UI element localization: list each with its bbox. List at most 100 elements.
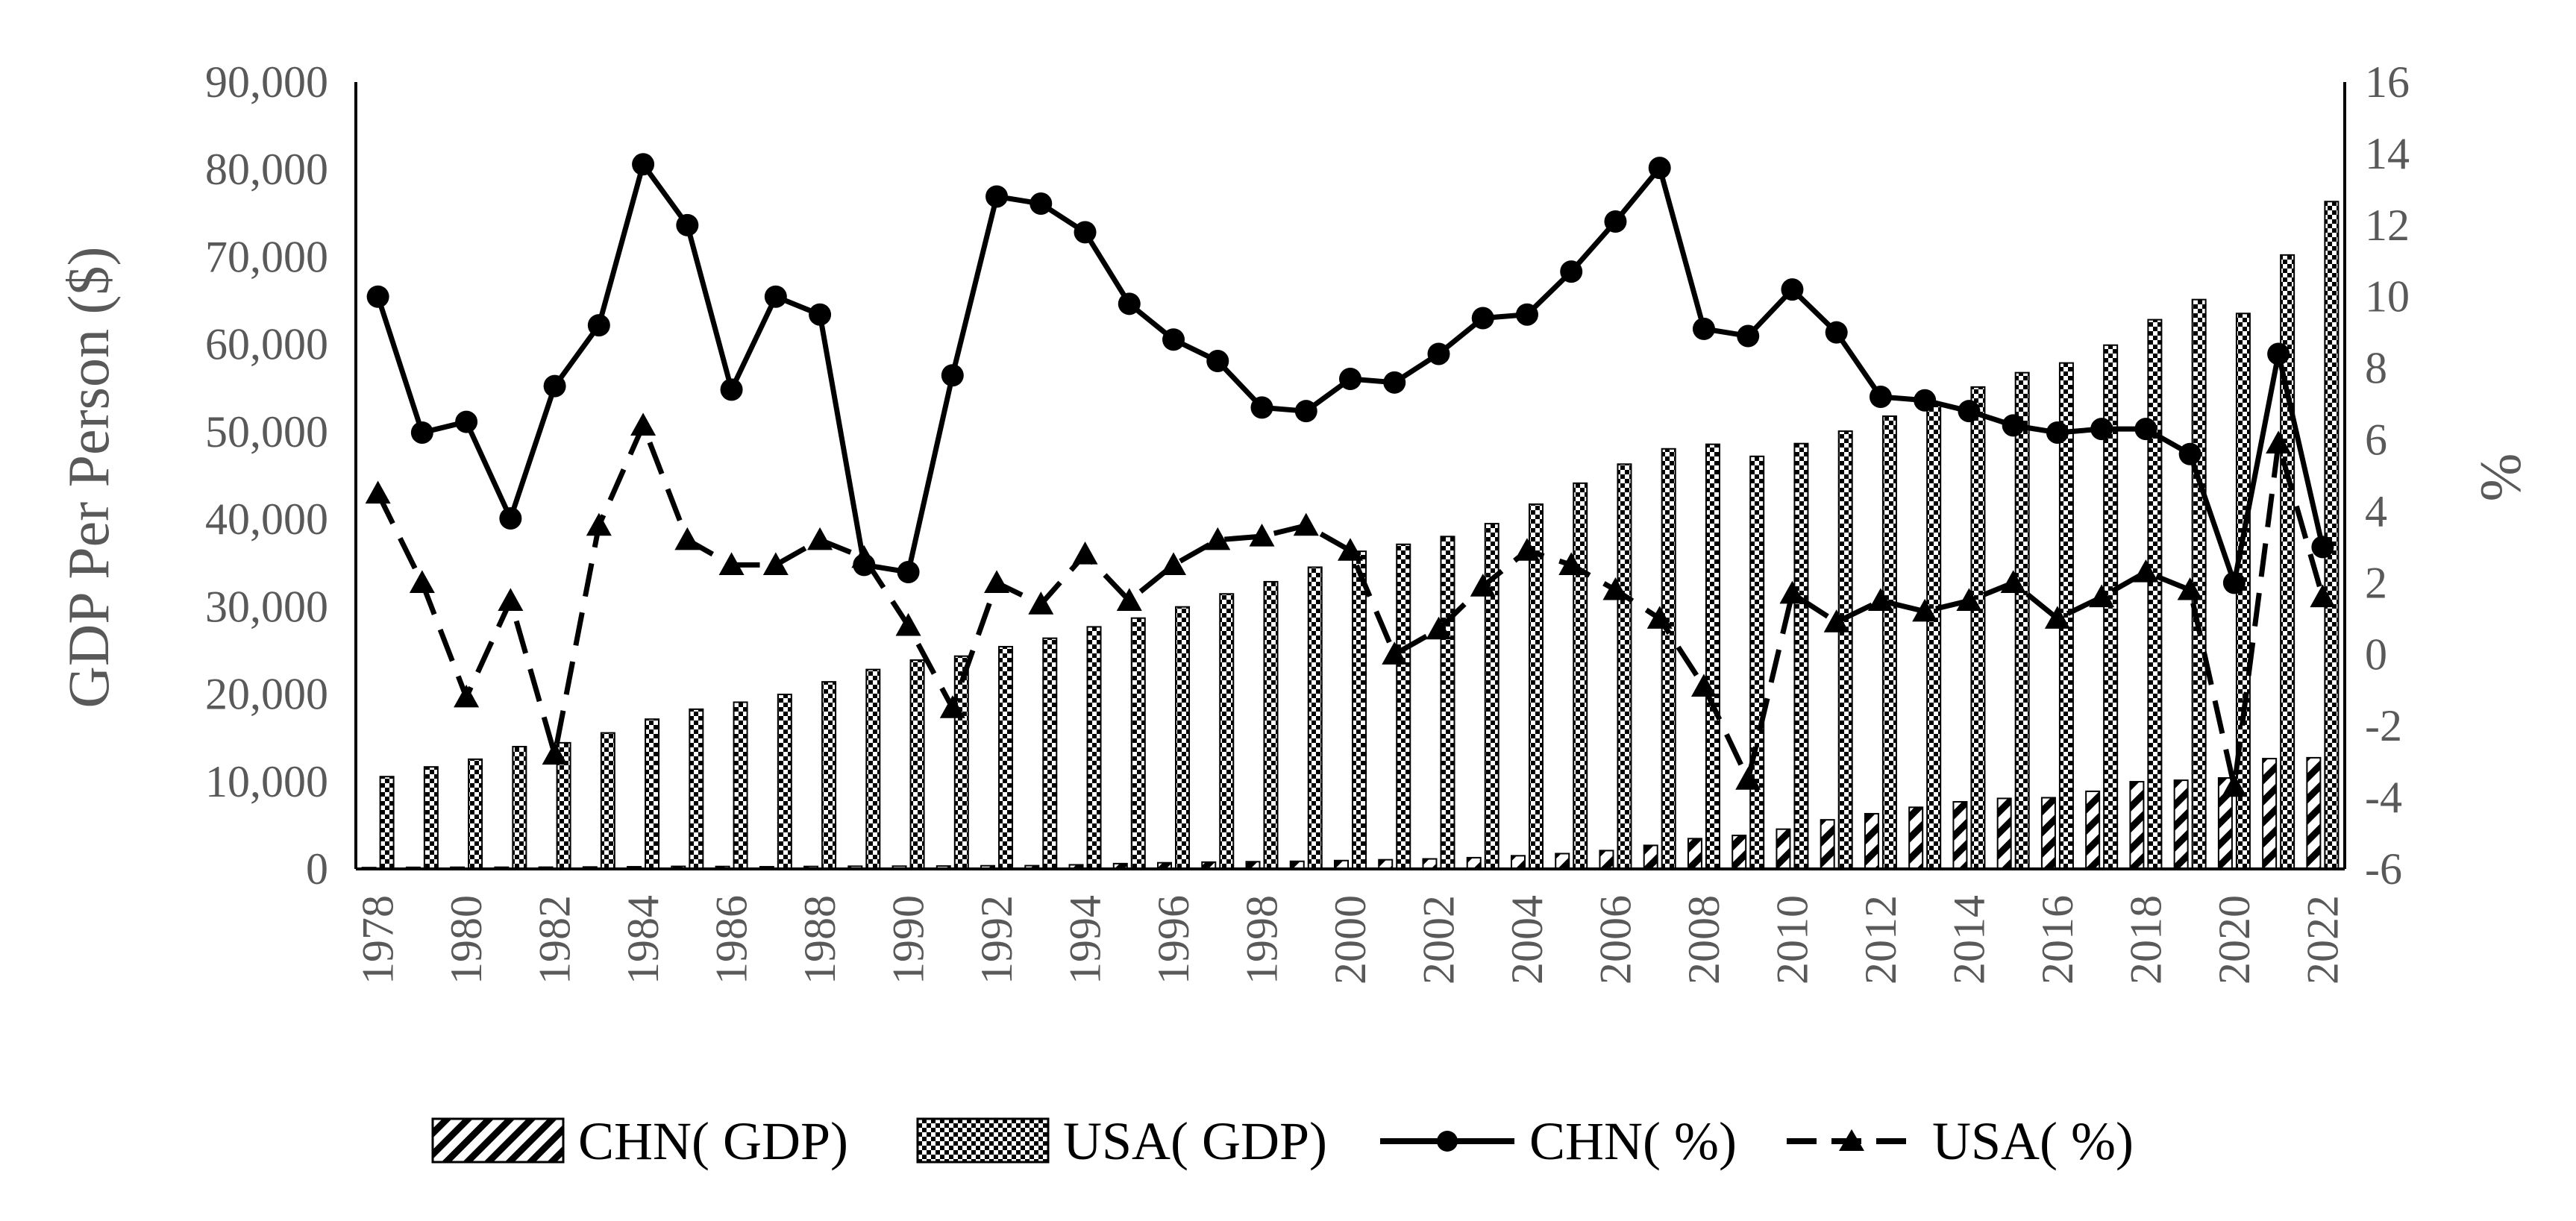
bar-usa-gdp [1793, 442, 1809, 870]
point-usa-pct [365, 480, 391, 504]
y-right-tick-label: 4 [2365, 486, 2387, 536]
bar-chn-gdp [1732, 835, 1747, 870]
bar-usa-gdp [379, 776, 395, 870]
bar-usa-gdp [2014, 371, 2030, 870]
point-chn-pct [1914, 389, 1937, 412]
y-left-tick-label: 0 [306, 844, 328, 894]
y-left-tick-label: 80,000 [205, 145, 328, 194]
bar-usa-gdp [953, 655, 969, 870]
point-chn-pct [1515, 303, 1538, 326]
left-tick-labels: 0 10,000 20,000 30,000 40,000 50,000 60,000 70,… [205, 57, 328, 894]
x-tick-labels: 1978 1980 1982 1984 1986 1988 1990 1992 1994 1996… [354, 895, 2348, 985]
bar-usa-gdp [1881, 415, 1897, 870]
point-usa-pct [1646, 606, 1673, 629]
point-chn-pct [2046, 421, 2069, 444]
point-usa-pct [2266, 430, 2292, 453]
bar-usa-gdp [1396, 543, 1411, 870]
point-usa-pct [1823, 609, 1849, 633]
point-usa-pct [2310, 584, 2336, 608]
y-right-tick-label: 0 [2365, 630, 2387, 679]
y-right-tick-label: -4 [2365, 773, 2402, 822]
bar-usa-gdp [1042, 637, 1058, 870]
point-usa-pct [895, 612, 921, 636]
bar-chn-gdp [1908, 806, 1924, 870]
right-axis-label: % [2468, 453, 2533, 502]
point-usa-pct [1293, 512, 1319, 536]
x-tick-label: 1980 [442, 895, 491, 985]
y-left-tick-label: 30,000 [205, 582, 328, 631]
point-usa-pct [1116, 588, 1142, 611]
x-tick-label: 2004 [1502, 895, 1552, 985]
y-right-tick-label: 8 [2365, 344, 2387, 393]
point-chn-pct [1383, 371, 1406, 394]
legend: CHN( GDP) USA( GDP) CHN( %) USA( %) [431, 1111, 2134, 1171]
x-tick-label: 2022 [2298, 895, 2347, 985]
bar-chn-gdp [2262, 758, 2278, 870]
x-tick-label: 2012 [1856, 895, 1905, 985]
point-chn-pct [366, 285, 389, 308]
point-chn-pct [1250, 396, 1273, 419]
bar-chn-gdp [1510, 855, 1526, 870]
bar-chn-gdp [2129, 781, 2145, 870]
x-tick-label: 1986 [707, 895, 756, 985]
point-chn-pct [1825, 321, 1848, 344]
point-chn-pct [1604, 210, 1627, 233]
bar-usa-gdp [777, 694, 792, 870]
legend-item-usa-pct: USA( %) [1787, 1111, 2134, 1171]
point-usa-pct [1205, 527, 1231, 550]
left-axis-label: GDP Per Person ($) [56, 247, 121, 709]
bar-usa-gdp [1175, 606, 1191, 870]
bar-usa-gdp [733, 701, 748, 870]
bar-chn-gdp [1422, 858, 1438, 870]
point-usa-pct [939, 695, 965, 718]
point-chn-pct [1206, 350, 1229, 373]
point-chn-pct [941, 364, 964, 387]
x-tick-label: 2008 [1679, 895, 1729, 985]
x-tick-label: 1982 [530, 895, 580, 985]
right-tick-labels: -6 -4 -2 0 2 4 6 8 10 12 14 16 [2365, 57, 2410, 894]
bar-chn-gdp [1820, 819, 1835, 870]
y-left-tick-label: 10,000 [205, 757, 328, 806]
point-usa-pct [409, 570, 435, 593]
x-tick-label: 2010 [1767, 895, 1817, 985]
point-chn-pct [632, 153, 655, 176]
bar-usa-gdp [2147, 318, 2163, 870]
point-usa-pct [586, 512, 612, 536]
point-usa-pct [1249, 524, 1275, 547]
legend-swatch-diagonal-stripes [431, 1117, 565, 1164]
x-tick-label: 2016 [2033, 895, 2082, 985]
y-left-tick-label: 60,000 [205, 320, 328, 369]
point-chn-pct [897, 560, 920, 583]
point-chn-pct [1692, 317, 1715, 340]
point-usa-pct [2044, 606, 2070, 629]
x-tick-label: 2020 [2210, 895, 2259, 985]
x-tick-label: 1992 [972, 895, 1021, 985]
point-chn-pct [1781, 278, 1804, 301]
point-usa-pct [1956, 588, 1982, 611]
point-usa-pct [454, 684, 480, 708]
axes [354, 82, 2346, 870]
bar-chn-gdp [1996, 797, 2012, 870]
bar-usa-gdp [1926, 402, 1942, 870]
point-usa-pct [1558, 552, 1585, 575]
point-usa-pct [1161, 552, 1187, 575]
legend-triangle-marker [1839, 1129, 1864, 1151]
point-usa-pct [1912, 598, 1938, 622]
bar-chn-gdp [1599, 850, 1614, 870]
bar-chn-gdp [1864, 812, 1879, 870]
x-tick-label: 1988 [795, 895, 844, 985]
legend-label: CHN( %) [1529, 1111, 1737, 1171]
point-chn-pct [720, 378, 743, 401]
x-tick-label: 1978 [354, 895, 403, 985]
point-chn-pct [1737, 324, 1760, 348]
x-tick-label: 2006 [1591, 895, 1640, 985]
bar-usa-gdp [821, 681, 837, 870]
bar-usa-gdp [865, 668, 881, 870]
y-left-tick-label: 40,000 [205, 495, 328, 544]
point-usa-pct [1690, 674, 1717, 697]
point-usa-pct [2133, 559, 2159, 583]
bar-usa-gdp [645, 718, 660, 870]
line-usa-pct [375, 422, 2325, 790]
bar-usa-gdp [1130, 617, 1146, 870]
point-usa-pct [1028, 591, 1054, 615]
